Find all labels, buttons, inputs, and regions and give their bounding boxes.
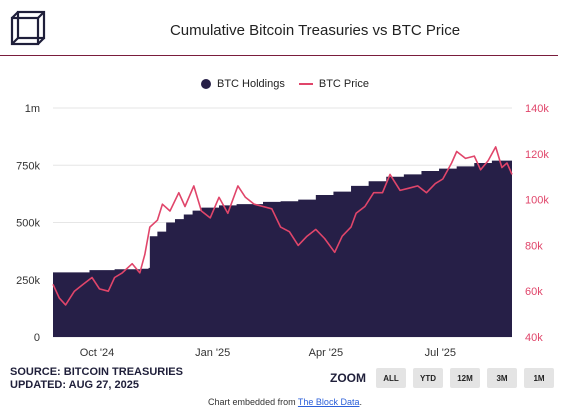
series-layer [52,146,513,337]
y-right-tick-label: 100k [525,195,549,207]
legend-price-line-icon [298,83,313,85]
legend-item-holdings[interactable]: BTC Holdings [201,78,285,90]
zoom-3m-button[interactable]: 3M [487,368,517,388]
source-block: SOURCE: BITCOIN TREASURIES UPDATED: AUG … [10,366,183,392]
y-axis-left: 0 250k 500k 750k 1m [16,103,40,344]
updated-line: UPDATED: AUG 27, 2025 [10,379,139,391]
zoom-label: ZOOM [330,371,366,385]
chart-title: Cumulative Bitcoin Treasuries vs BTC Pri… [169,22,461,39]
btc-price-line [52,146,513,306]
y-right-tick-label: 120k [525,149,549,161]
legend-price-label: BTC Price [318,78,369,90]
legend: BTC Holdings BTC Price [0,78,570,90]
x-tick-label: Oct '24 [80,347,115,359]
y-right-tick-label: 80k [525,240,543,252]
footer-prefix: Chart embedded from [208,397,298,407]
y-left-tick-label: 0 [34,332,40,344]
x-tick-label: Jan '25 [195,347,230,359]
x-tick-label: Jul '25 [425,347,456,359]
title-divider [0,55,558,56]
zoom-controls: ZOOM ALL YTD 12M 3M 1M [330,368,554,388]
the-block-data-link[interactable]: The Block Data [297,397,360,407]
legend-holdings-dot-icon [201,79,211,89]
y-left-tick-label: 250k [16,275,40,287]
zoom-all-button[interactable]: ALL [376,368,406,388]
y-left-tick-label: 1m [25,103,40,115]
legend-holdings-label: BTC Holdings [217,78,285,90]
y-left-tick-label: 750k [16,160,40,172]
btc-holdings-area [53,158,512,337]
footer-suffix: . [359,397,362,407]
x-tick-label: Apr '25 [309,347,344,359]
zoom-12m-button[interactable]: 12M [450,368,480,388]
embed-footer: Chart embedded from The Block Data. [0,397,570,407]
y-right-tick-label: 60k [525,286,543,298]
legend-item-price[interactable]: BTC Price [298,78,369,90]
y-left-tick-label: 500k [16,218,40,230]
zoom-ytd-button[interactable]: YTD [413,368,443,388]
y-axis-right: 40k 60k 80k 100k 120k 140k [525,103,549,344]
x-axis: Oct '24 Jan '25 Apr '25 Jul '25 [80,347,456,359]
y-right-tick-label: 40k [525,332,543,344]
zoom-1m-button[interactable]: 1M [524,368,554,388]
cube-logo-icon[interactable] [10,10,46,46]
source-line: SOURCE: BITCOIN TREASURIES [10,366,183,378]
y-right-tick-label: 140k [525,103,549,115]
